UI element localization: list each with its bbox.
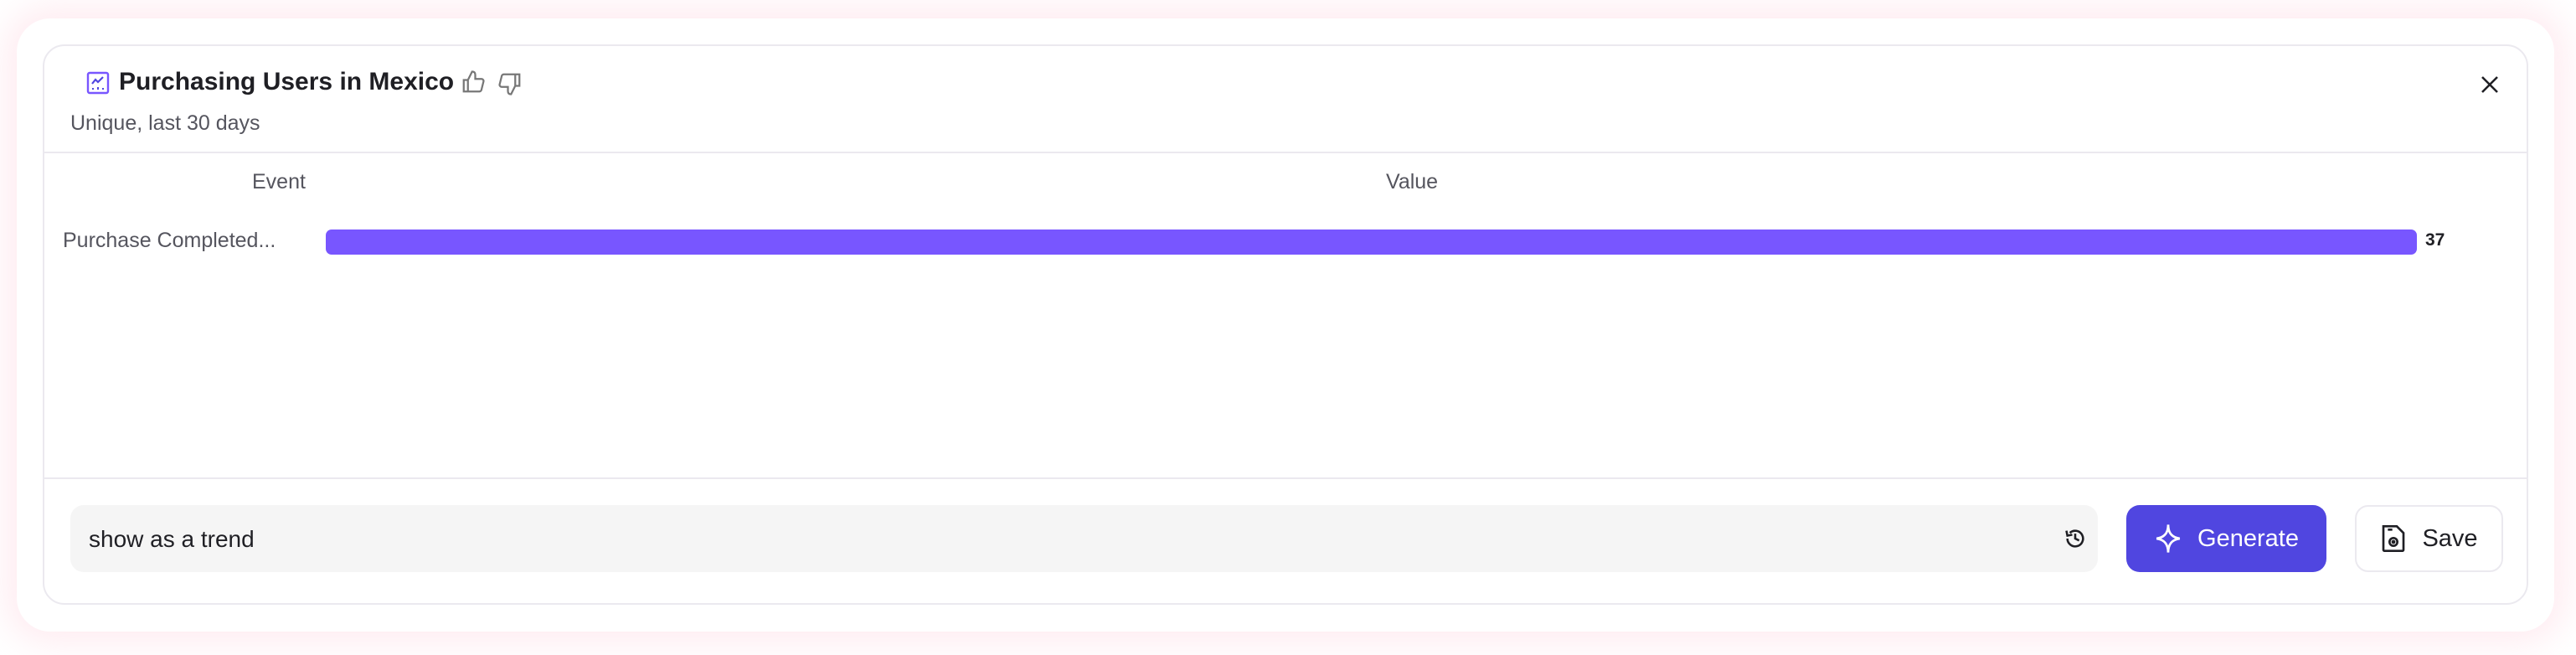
row-label: Purchase Completed... (63, 229, 276, 252)
save-label: Save (2422, 524, 2478, 552)
prompt-input[interactable] (87, 505, 2017, 574)
generate-button[interactable]: Generate (2126, 505, 2326, 572)
save-button[interactable]: Save (2355, 505, 2503, 572)
header-divider (44, 152, 2527, 153)
sparkle-icon (2154, 523, 2182, 554)
line-chart-icon (86, 71, 110, 95)
report-title: Purchasing Users in Mexico (119, 68, 455, 95)
thumbs-up-icon[interactable] (461, 70, 486, 95)
column-header-event: Event (252, 170, 306, 193)
bar[interactable] (326, 230, 2417, 255)
bar-value-label: 37 (2425, 230, 2445, 250)
footer-divider (44, 477, 2527, 479)
save-icon (2380, 523, 2407, 554)
report-card: Purchasing Users in Mexico Unique, last … (43, 44, 2528, 605)
history-icon[interactable] (2063, 527, 2087, 550)
close-icon[interactable] (2479, 74, 2501, 95)
generate-label: Generate (2197, 524, 2299, 552)
prompt-field[interactable] (70, 505, 2098, 574)
thumbs-down-icon[interactable] (497, 71, 523, 96)
column-header-value: Value (1386, 170, 1439, 193)
report-subtitle: Unique, last 30 days (70, 111, 260, 135)
